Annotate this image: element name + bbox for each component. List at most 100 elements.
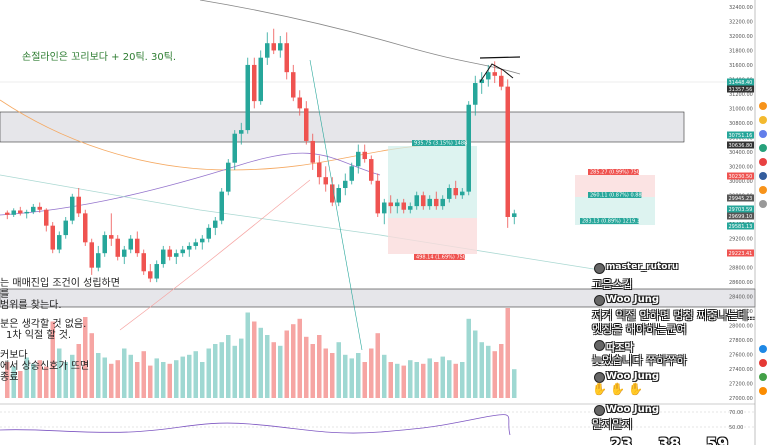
- price-tag-bg: [727, 172, 754, 180]
- volume-bar: [37, 360, 42, 398]
- position-boxes: [388, 146, 655, 254]
- volume-bar: [499, 344, 504, 398]
- short-loss-zone: [575, 175, 655, 197]
- bitcoin-icon[interactable]: [759, 102, 767, 110]
- price-tick-label: 28400.00: [729, 295, 753, 301]
- candle: [499, 75, 504, 87]
- price-tag-bg: [727, 131, 754, 139]
- candle: [219, 191, 224, 221]
- coin-icon[interactable]: [759, 387, 767, 395]
- candle: [11, 210, 16, 215]
- volume-bar: [473, 330, 478, 398]
- coin-icon[interactable]: [759, 200, 767, 208]
- position-label: 260.11 (0.87%) 0.88: [590, 193, 642, 199]
- price-tag: 29945.23: [729, 196, 753, 202]
- volume-bar: [128, 354, 133, 398]
- coin-icon[interactable]: [759, 172, 767, 180]
- volume-bar: [50, 321, 55, 398]
- coin-icon[interactable]: [759, 373, 767, 381]
- price-tick-label: 32200.00: [729, 19, 753, 25]
- volume-bar: [109, 363, 114, 398]
- volume-bar: [479, 342, 484, 398]
- volume-bar: [323, 348, 328, 398]
- avatar: [594, 372, 605, 383]
- candle: [135, 238, 140, 254]
- coin-icon[interactable]: [759, 345, 767, 353]
- bottom-number: 59: [706, 434, 729, 445]
- ethereum-icon[interactable]: [759, 130, 767, 138]
- volume-bar: [297, 318, 302, 398]
- candle: [83, 213, 88, 243]
- candle: [44, 209, 49, 226]
- coin-icon[interactable]: [759, 116, 767, 124]
- highlight-bands: [0, 81, 756, 308]
- price-tag-bg: [727, 222, 754, 230]
- candle: [271, 43, 276, 51]
- overlay-text-5: 1차 익절 할 것.: [6, 330, 72, 341]
- coin-icon[interactable]: [759, 359, 767, 367]
- candle: [161, 249, 166, 265]
- moving-average-long: [199, 0, 521, 75]
- avatar: [594, 340, 605, 351]
- candle: [148, 271, 153, 279]
- candle: [388, 202, 393, 207]
- candle: [193, 242, 198, 246]
- price-tick-label: 32400.00: [729, 5, 753, 11]
- volume-bar: [44, 366, 49, 398]
- candle: [109, 235, 114, 239]
- price-tag-bg: [727, 85, 754, 93]
- volume-bar: [193, 351, 198, 398]
- coin-icon[interactable]: [759, 158, 767, 166]
- long-profit-zone: [388, 146, 477, 218]
- candle: [505, 86, 510, 217]
- price-axis: 32400.00 32200.00 32000.00 31800.00 31600.00…: [727, 5, 754, 402]
- price-tick-label: 28800.00: [729, 266, 753, 272]
- resistance-drawing: [479, 56, 521, 59]
- volume-bar: [466, 318, 471, 398]
- volume-bar: [369, 348, 374, 398]
- price-tick-label: 30000.00: [729, 179, 753, 185]
- moving-average-short: [0, 152, 381, 216]
- coin-icon[interactable]: [759, 144, 767, 152]
- volume-bar: [258, 327, 263, 398]
- candle: [408, 206, 413, 210]
- candle: [174, 253, 179, 257]
- candle: [284, 43, 289, 73]
- chat-username: 따조막: [606, 343, 634, 354]
- candle: [232, 133, 237, 163]
- candle: [76, 196, 81, 214]
- price-tick-label: 31000.00: [729, 106, 753, 112]
- avatar: [594, 263, 605, 274]
- bitcoin-icon[interactable]: [759, 186, 767, 194]
- candle: [486, 72, 491, 80]
- volume-bar: [63, 362, 68, 398]
- candle: [453, 188, 458, 196]
- price-tick-label: 27000.00: [729, 396, 753, 402]
- volume-bar: [57, 348, 62, 398]
- candle: [278, 43, 283, 51]
- volume-bar: [421, 363, 426, 398]
- volume-bar: [401, 365, 406, 398]
- osc-axis-label: 50.00: [729, 425, 743, 431]
- volume-bar: [122, 348, 127, 398]
- volume-bar: [252, 321, 257, 398]
- position-label-bg: [414, 254, 465, 260]
- candle: [226, 162, 231, 192]
- position-label-bg: [412, 140, 466, 146]
- candle: [349, 166, 354, 181]
- price-tick-label: 27400.00: [729, 367, 753, 373]
- candle: [258, 57, 263, 102]
- volume-bar: [226, 335, 231, 398]
- candle: [492, 72, 497, 76]
- price-tick-label: 30800.00: [729, 121, 753, 127]
- candle: [421, 195, 426, 207]
- candle: [128, 238, 133, 250]
- position-label: 498.14 (1.69%) 750: [416, 255, 466, 261]
- candle: [479, 79, 484, 84]
- volume-bar: [245, 312, 250, 398]
- drawings: 935.75 (3.15%) 1488 498.14 (1.69%) 750 285…: [309, 56, 642, 351]
- overlay-text-7: 에서 상승신호가 뜨면: [0, 361, 90, 372]
- candle: [63, 220, 68, 236]
